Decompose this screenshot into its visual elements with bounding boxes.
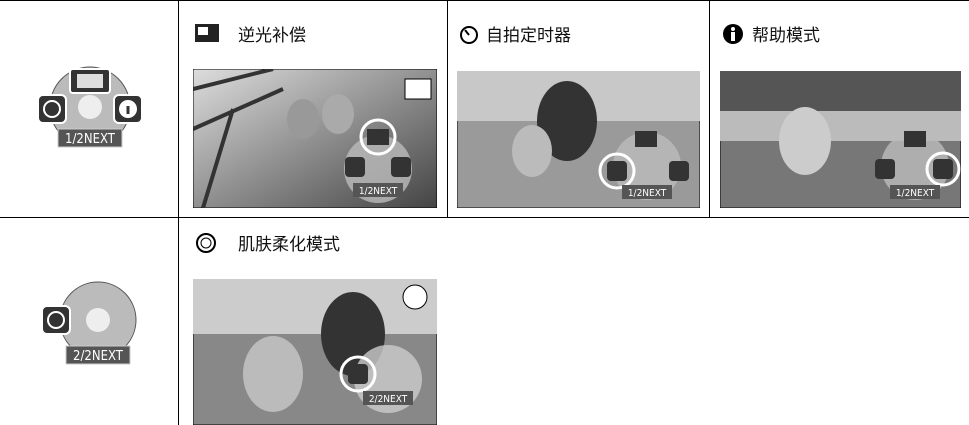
border bbox=[0, 0, 969, 1]
dial: 1/2NEXT bbox=[37, 66, 143, 148]
backlight-icon bbox=[195, 24, 219, 42]
photo: 1/2NEXT bbox=[457, 71, 700, 208]
cell-title: 逆光补偿 bbox=[238, 26, 306, 46]
photo: 2/2NEXT bbox=[193, 279, 437, 425]
photo-dial-label: 1/2NEXT bbox=[628, 188, 667, 199]
photo-dial-label: 2/2NEXT bbox=[369, 394, 408, 405]
border bbox=[178, 0, 179, 425]
photo: 1/2NEXT bbox=[720, 71, 961, 208]
help-icon bbox=[723, 24, 743, 44]
border bbox=[709, 0, 710, 217]
dial-label: 1/2NEXT bbox=[65, 132, 116, 147]
skin-icon bbox=[196, 233, 216, 253]
timer-icon bbox=[460, 26, 478, 44]
dial: 2/2NEXT bbox=[41, 281, 137, 365]
dial-label: 2/2NEXT bbox=[73, 349, 124, 364]
cell-title: 肌肤柔化模式 bbox=[238, 235, 340, 255]
border bbox=[0, 217, 969, 218]
cell-title: 帮助模式 bbox=[752, 26, 820, 46]
cell-title: 自拍定时器 bbox=[486, 26, 571, 46]
border bbox=[447, 0, 448, 217]
photo: 1/2NEXT bbox=[193, 69, 437, 208]
photo-dial-label: 1/2NEXT bbox=[896, 188, 935, 199]
photo-dial-label: 1/2NEXT bbox=[359, 186, 398, 197]
